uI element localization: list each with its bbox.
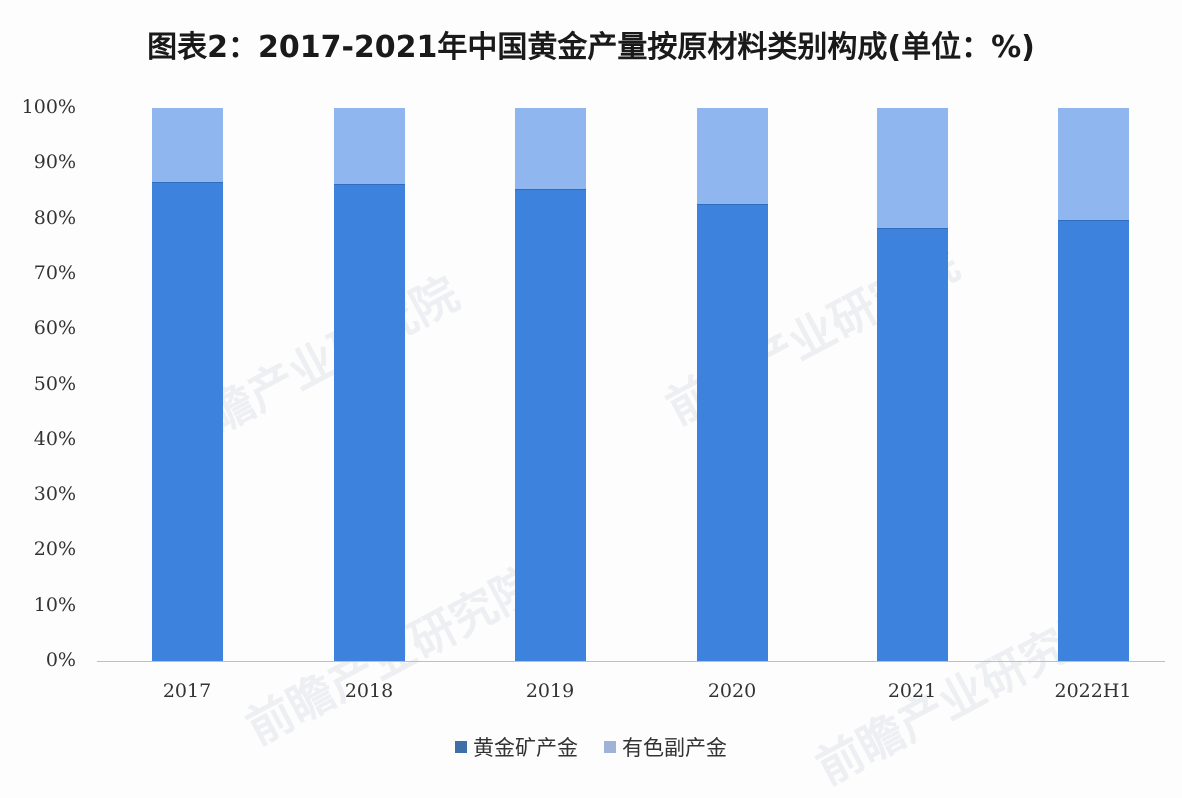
bar-segment-mine-gold bbox=[515, 188, 586, 661]
x-tick-label: 2018 bbox=[344, 680, 394, 702]
x-tick-label: 2021 bbox=[887, 680, 937, 702]
stacked-bar-2019 bbox=[515, 108, 586, 661]
x-axis-line bbox=[97, 661, 1165, 662]
y-tick-label: 90% bbox=[33, 151, 76, 174]
stacked-bar-2017 bbox=[152, 108, 223, 661]
legend-swatch-icon bbox=[604, 741, 616, 753]
stacked-bar-2022H1 bbox=[1058, 108, 1129, 661]
stacked-bar-2020 bbox=[697, 108, 768, 661]
bar-segment-mine-gold bbox=[877, 228, 948, 661]
y-tick-label: 80% bbox=[33, 206, 76, 229]
legend-label: 黄金矿产金 bbox=[473, 736, 578, 760]
y-tick-label: 60% bbox=[33, 317, 76, 340]
bar-segment-mine-gold bbox=[697, 204, 768, 661]
y-tick-label: 30% bbox=[33, 483, 76, 506]
y-tick-label: 0% bbox=[45, 649, 76, 671]
y-tick-label: 40% bbox=[33, 427, 76, 450]
bar-segment-mine-gold bbox=[152, 182, 223, 661]
legend-label: 有色副产金 bbox=[622, 736, 727, 760]
bar-segment-mine-gold bbox=[1058, 220, 1129, 661]
bar-segment-mine-gold bbox=[334, 183, 405, 661]
stacked-bar-2021 bbox=[877, 108, 948, 661]
legend-swatch-icon bbox=[455, 741, 467, 753]
y-tick-label: 10% bbox=[33, 593, 76, 616]
chart-title: 图表2：2017-2021年中国黄金产量按原材料类别构成(单位：%) bbox=[147, 30, 1035, 65]
y-tick-label: 50% bbox=[33, 372, 76, 395]
y-tick-label: 70% bbox=[33, 261, 76, 284]
legend: 黄金矿产金 有色副产金 bbox=[0, 732, 1182, 762]
bar-segment-byproduct-gold bbox=[334, 108, 405, 184]
y-tick-label: 100% bbox=[21, 96, 76, 118]
x-tick-label: 2022H1 bbox=[1054, 680, 1132, 702]
bar-segment-byproduct-gold bbox=[877, 108, 948, 228]
y-tick-label: 20% bbox=[33, 538, 76, 561]
bar-segment-byproduct-gold bbox=[515, 108, 586, 189]
x-tick-label: 2017 bbox=[162, 680, 212, 702]
bar-segment-byproduct-gold bbox=[697, 108, 768, 205]
legend-item-mine-gold: 黄金矿产金 bbox=[455, 732, 578, 762]
bar-segment-byproduct-gold bbox=[1058, 108, 1129, 221]
bar-segment-byproduct-gold bbox=[152, 108, 223, 183]
legend-item-byproduct-gold: 有色副产金 bbox=[604, 732, 727, 762]
stacked-bar-2018 bbox=[334, 108, 405, 661]
x-tick-label: 2020 bbox=[707, 680, 757, 702]
x-tick-label: 2019 bbox=[525, 680, 575, 702]
